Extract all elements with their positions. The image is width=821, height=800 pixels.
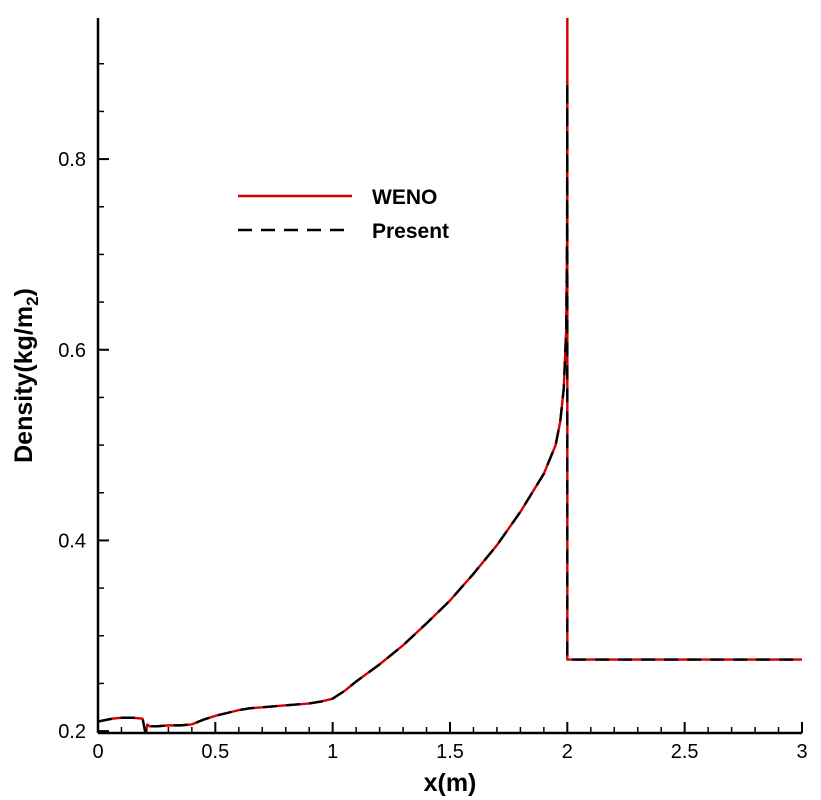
y-axis-title-subscript: 2 (23, 296, 42, 305)
legend-label-weno: WENO (372, 186, 437, 209)
x-tick-label: 0 (92, 741, 103, 763)
x-tick-label: 2.5 (671, 741, 699, 763)
y-tick-label: 0.8 (58, 149, 86, 171)
x-tick-label: 1 (327, 741, 338, 763)
x-tick-label: 3 (796, 741, 807, 763)
axis-layer: 0 0.5 1 1.5 2 2.5 3 0.2 0.4 0.6 0.8 (58, 18, 808, 763)
series-line-weno (98, 18, 802, 733)
y-axis-title: Density(kg/m2) (10, 288, 42, 463)
y-axis-title-main: Density(kg/m (10, 306, 38, 463)
series-line-present (98, 81, 802, 733)
y-tick-label: 0.4 (58, 530, 86, 552)
x-tick-label: 1.5 (436, 741, 464, 763)
x-axis-title: x(m) (424, 769, 477, 797)
x-tick-label: 0.5 (201, 741, 229, 763)
y-axis-title-close: ) (10, 288, 38, 296)
legend: WENO Present (238, 186, 449, 243)
y-tick-label: 0.6 (58, 340, 86, 362)
series-layer (98, 18, 802, 733)
x-tick-label: 2 (562, 741, 573, 763)
legend-label-present: Present (372, 220, 449, 243)
y-tick-label: 0.2 (58, 721, 86, 743)
